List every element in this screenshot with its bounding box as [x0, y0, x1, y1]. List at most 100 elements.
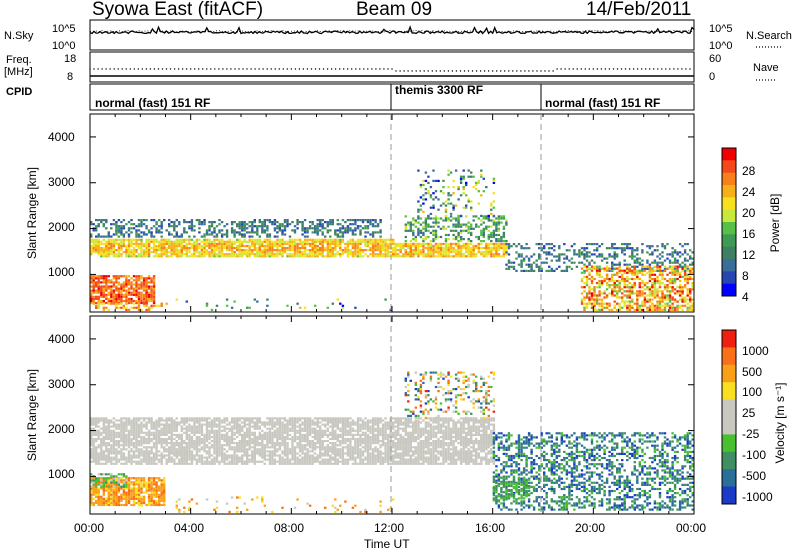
power-cell: [422, 198, 425, 201]
power-cell: [663, 267, 667, 270]
velocity-cell: [263, 435, 266, 439]
velocity-cell: [122, 433, 126, 436]
velocity-cell: [140, 423, 143, 426]
velocity-cell: [152, 462, 156, 465]
power-cell: [145, 233, 148, 236]
power-cell: [241, 249, 244, 252]
power-cell: [135, 287, 138, 290]
velocity-cell: [246, 435, 249, 439]
power-cell: [203, 246, 206, 250]
velocity-cell: [112, 431, 116, 434]
velocity-cell: [208, 446, 211, 449]
power-cell: [303, 229, 307, 232]
power-cell: [548, 253, 551, 256]
velocity-cell: [210, 462, 214, 465]
power-cell: [160, 225, 163, 228]
power-cell: [127, 287, 131, 290]
velocity-cell: [278, 431, 282, 434]
velocity-cell: [225, 440, 229, 443]
velocity-cell: [180, 444, 183, 447]
velocity-cell: [190, 417, 194, 420]
velocity-cell: [261, 435, 264, 439]
power-cell: [651, 294, 654, 297]
power-cell: [459, 246, 463, 250]
power-cell: [130, 251, 133, 254]
power-cell: [676, 306, 679, 309]
power-cell: [658, 308, 662, 311]
power-cell: [490, 235, 493, 239]
power-cell: [590, 243, 594, 246]
velocity-cell: [263, 433, 266, 436]
velocity-cell: [95, 419, 98, 422]
power-cell: [223, 244, 226, 248]
power-cell: [210, 249, 214, 252]
velocity-cell: [200, 427, 204, 430]
velocity-cell: [168, 458, 171, 461]
power-cell: [92, 281, 95, 284]
power-cell: [404, 215, 407, 218]
velocity-cell: [107, 431, 110, 434]
power-cell: [429, 246, 433, 250]
power-cell: [107, 297, 110, 300]
velocity-cell: [132, 433, 136, 436]
velocity-cell: [137, 431, 141, 434]
power-cell: [613, 247, 616, 250]
power-cell: [598, 290, 601, 293]
velocity-cell: [230, 462, 234, 465]
power-cell: [641, 308, 644, 311]
velocity-cell: [127, 433, 131, 436]
power-cell: [480, 251, 483, 254]
velocity-cell: [102, 431, 105, 434]
power-cell: [278, 251, 282, 254]
power-cell: [261, 221, 264, 224]
power-cell: [261, 242, 264, 245]
power-cell: [170, 242, 173, 245]
velocity-cell: [236, 454, 239, 457]
power-cell: [125, 251, 128, 254]
velocity-cell: [243, 417, 246, 420]
velocity-cell: [92, 458, 95, 461]
power-cell: [422, 246, 425, 250]
nave-point: [222, 68, 224, 70]
velocity-cell: [263, 423, 266, 426]
power-cell: [689, 296, 692, 299]
power-cell: [175, 231, 178, 234]
power-cell: [230, 221, 234, 224]
power-cell: [412, 255, 415, 258]
velocity-cell: [147, 433, 151, 436]
velocity-cell: [266, 427, 269, 430]
power-cell: [641, 267, 644, 270]
power-cell: [628, 296, 631, 299]
velocity-cell: [220, 446, 224, 449]
power-cell: [92, 287, 95, 290]
velocity-cell: [188, 452, 191, 455]
power-cell: [336, 244, 339, 248]
power-cell: [656, 282, 659, 285]
power-cell: [651, 253, 654, 256]
nave-series: [89, 68, 691, 72]
power-cell: [188, 235, 191, 238]
power-cell: [168, 244, 171, 248]
power-cell: [535, 259, 538, 262]
power-cell: [349, 223, 352, 226]
velocity-cell: [150, 425, 153, 428]
power-cell: [324, 227, 327, 230]
velocity-cell: [100, 427, 103, 430]
power-cell: [160, 255, 163, 258]
velocity-cell: [180, 417, 183, 420]
power-cell: [470, 255, 473, 258]
power-cell: [686, 267, 689, 270]
power-cell: [147, 242, 151, 245]
power-cell: [180, 242, 183, 245]
velocity-cell: [160, 444, 163, 447]
power-cell: [140, 281, 143, 284]
power-cell: [155, 244, 158, 248]
nave-point: [661, 68, 663, 70]
power-cell: [638, 290, 641, 293]
power-cell: [633, 308, 636, 311]
power-cell: [631, 286, 634, 289]
power-cell: [105, 277, 108, 280]
power-cell: [676, 271, 679, 274]
velocity-cell: [95, 429, 98, 432]
power-cell: [326, 229, 329, 232]
